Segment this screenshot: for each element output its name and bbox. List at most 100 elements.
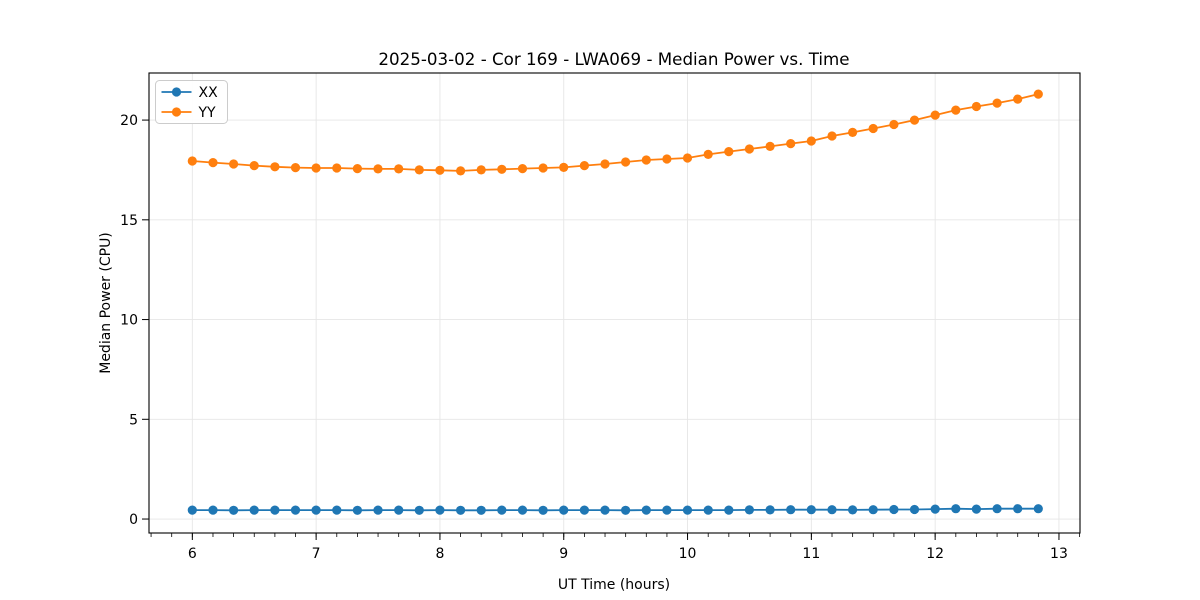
x-tick-label: 7 xyxy=(312,546,321,562)
y-tick-label: 0 xyxy=(129,512,138,528)
y-axis-label: Median Power (CPU) xyxy=(98,232,114,374)
legend-label: XX xyxy=(199,85,219,101)
y-tick-label: 5 xyxy=(129,412,138,428)
data-point xyxy=(909,115,920,125)
data-point xyxy=(703,505,713,515)
y-tick-label: 10 xyxy=(120,313,138,329)
data-point xyxy=(456,505,466,515)
data-point xyxy=(971,504,982,514)
data-point xyxy=(373,505,383,515)
data-point xyxy=(538,163,548,173)
data-point xyxy=(806,136,816,146)
data-point xyxy=(930,504,940,514)
data-point xyxy=(930,110,940,120)
data-point xyxy=(682,505,693,515)
data-point xyxy=(1033,504,1043,514)
data-point xyxy=(352,505,362,515)
x-axis-label: UT Time (hours) xyxy=(558,577,670,593)
data-point xyxy=(909,504,920,515)
data-point xyxy=(641,505,651,515)
data-point xyxy=(1013,94,1023,104)
data-point xyxy=(538,505,548,515)
data-point xyxy=(311,163,321,173)
data-point xyxy=(1033,89,1043,99)
data-point xyxy=(786,505,796,515)
data-point xyxy=(724,505,734,515)
data-point xyxy=(414,505,424,515)
data-point xyxy=(290,163,301,173)
data-point xyxy=(827,131,837,141)
data-point xyxy=(621,505,631,515)
data-point xyxy=(332,505,342,515)
data-point xyxy=(765,505,775,515)
data-point xyxy=(517,505,528,515)
data-point xyxy=(435,505,445,515)
series-YY xyxy=(187,89,1043,176)
data-point xyxy=(373,164,383,174)
data-point xyxy=(517,164,528,174)
data-point xyxy=(806,505,816,515)
data-point xyxy=(744,505,755,515)
data-point xyxy=(682,153,693,163)
y-tick-label: 15 xyxy=(120,213,138,229)
data-point xyxy=(559,162,569,172)
data-point xyxy=(724,147,734,157)
gridlines xyxy=(149,73,1080,533)
data-point xyxy=(208,158,218,168)
data-point xyxy=(951,105,961,115)
data-point xyxy=(868,123,878,134)
legend-sample-marker xyxy=(171,87,182,97)
data-point xyxy=(187,505,197,515)
plot-frame xyxy=(148,72,1081,534)
x-tick-label: 6 xyxy=(188,546,197,562)
data-point xyxy=(848,505,858,515)
x-tick-label: 11 xyxy=(802,546,820,562)
x-tick-label: 13 xyxy=(1050,546,1068,562)
data-point xyxy=(497,164,507,174)
data-point xyxy=(208,505,218,515)
axis-ticks xyxy=(142,119,1081,540)
data-point xyxy=(662,505,672,515)
data-point xyxy=(662,154,672,164)
data-point xyxy=(641,155,651,165)
legend-label: YY xyxy=(198,105,217,121)
legend-sample-marker xyxy=(171,107,182,117)
tick-labels: 6 7 8 9 10 11 12 13 0 5 10 15 20 xyxy=(120,113,1068,562)
x-tick-label: 10 xyxy=(679,546,697,562)
data-point xyxy=(290,505,301,515)
data-point xyxy=(765,141,775,151)
data-point xyxy=(971,101,982,112)
data-point xyxy=(270,505,280,515)
data-point xyxy=(951,504,961,514)
data-point xyxy=(476,505,486,515)
data-point xyxy=(868,505,878,515)
data-point xyxy=(889,119,899,130)
data-point xyxy=(332,163,342,173)
data-point xyxy=(456,166,466,176)
data-point xyxy=(476,165,486,175)
data-point xyxy=(992,98,1002,108)
data-point xyxy=(311,505,321,515)
data-point xyxy=(229,505,239,515)
legend: XX YY xyxy=(155,80,228,124)
data-point xyxy=(579,161,590,171)
y-tick-label: 20 xyxy=(120,113,138,129)
data-point xyxy=(352,164,362,174)
data-point xyxy=(414,165,424,175)
x-tick-label: 12 xyxy=(926,546,944,562)
data-point xyxy=(786,139,796,149)
data-point xyxy=(1013,504,1023,514)
data-point xyxy=(559,505,569,515)
x-tick-label: 9 xyxy=(559,546,568,562)
data-point xyxy=(848,127,858,137)
chart-title: 2025-03-02 - Cor 169 - LWA069 - Median P… xyxy=(378,49,849,69)
data-point xyxy=(497,505,507,515)
data-point xyxy=(249,161,259,171)
data-point xyxy=(435,165,445,175)
data-point xyxy=(229,159,239,169)
data-point xyxy=(827,505,837,515)
data-point xyxy=(394,164,404,174)
